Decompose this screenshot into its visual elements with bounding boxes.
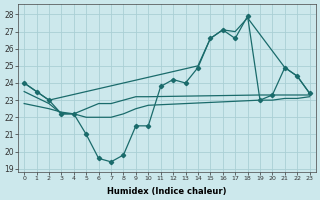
X-axis label: Humidex (Indice chaleur): Humidex (Indice chaleur) (107, 187, 227, 196)
